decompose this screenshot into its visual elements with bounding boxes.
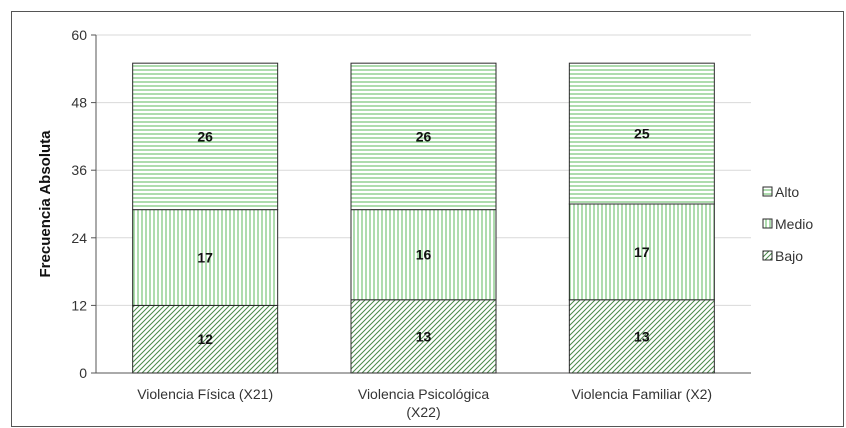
axes: 0 12 24 36 48 60 Frecuencia Absoluta Violencia …: [37, 27, 751, 420]
x-category-label: (X22): [406, 404, 440, 420]
x-category-label: Violencia Física (X21): [137, 386, 273, 402]
data-label: 25: [634, 126, 650, 142]
data-label: 13: [416, 328, 432, 344]
y-tick-label: 36: [71, 162, 87, 178]
data-labels: 12 17 26 13 16 26 13 17 25: [197, 126, 649, 348]
y-tick-label: 0: [79, 365, 87, 381]
bar-segment-bajo: [350, 299, 497, 374]
x-category-label: Violencia Familiar (X2): [572, 386, 713, 402]
data-label: 17: [197, 250, 213, 266]
legend-label-bajo: Bajo: [775, 248, 803, 264]
bar-segment-bajo: [568, 299, 715, 374]
bar-segment-alto: [350, 62, 497, 211]
legend-swatch-bajo: [762, 250, 773, 261]
bar-segment-medio: [568, 203, 715, 301]
data-label: 26: [197, 128, 213, 144]
y-tick-label: 48: [71, 95, 87, 111]
legend-swatch-medio: [762, 218, 773, 229]
data-label: 13: [634, 328, 650, 344]
y-tick-label: 60: [71, 27, 87, 43]
legend-label-alto: Alto: [775, 184, 799, 200]
bars: [132, 62, 715, 374]
bar-segment-medio: [350, 209, 497, 301]
y-tick-label: 24: [71, 230, 87, 246]
bar-segment-alto: [132, 62, 279, 211]
legend-label-medio: Medio: [775, 216, 813, 232]
bar-segment-medio: [132, 209, 279, 306]
data-label: 26: [416, 128, 432, 144]
y-tick-label: 12: [71, 297, 87, 313]
data-label: 17: [634, 244, 650, 260]
data-label: 12: [197, 331, 213, 347]
y-axis-label: Frecuencia Absoluta: [37, 130, 54, 278]
legend: Alto Medio Bajo: [762, 184, 813, 264]
data-label: 16: [416, 247, 432, 263]
bar-segment-bajo: [132, 304, 279, 374]
bar-segment-alto: [568, 62, 715, 205]
x-category-label: Violencia Psicológica: [358, 386, 489, 402]
legend-swatch-alto: [762, 186, 773, 197]
